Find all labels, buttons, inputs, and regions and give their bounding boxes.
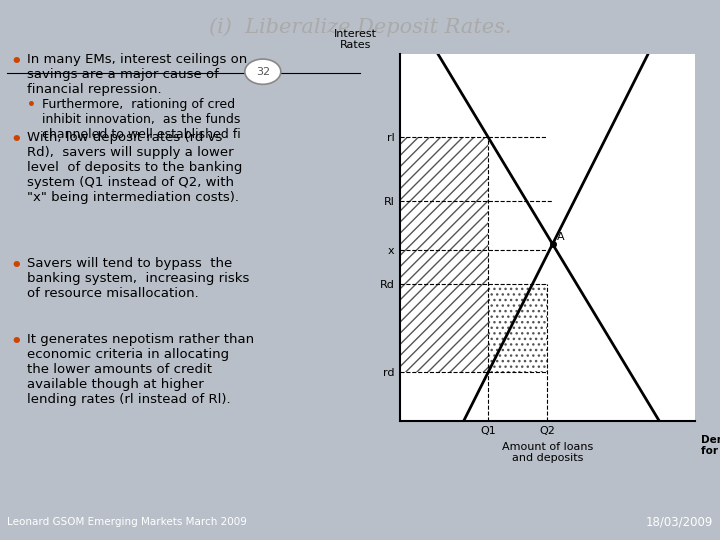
Text: 18/03/2009: 18/03/2009 [645, 516, 713, 529]
Text: (i)  Liberalize Deposit Rates.: (i) Liberalize Deposit Rates. [209, 18, 511, 37]
Text: •: • [11, 53, 22, 71]
Bar [488, 284, 547, 372]
Text: Furthermore,  rationing of cred
inhibit innovation,  as the funds
channeled to w: Furthermore, rationing of cred inhibit i… [42, 98, 240, 141]
Text: •: • [11, 258, 22, 275]
Text: 32: 32 [256, 67, 270, 77]
Text: Savers will tend to bypass  the
banking system,  increasing risks
of resource mi: Savers will tend to bypass the banking s… [27, 258, 250, 300]
X-axis label: Amount of loans
and deposits: Amount of loans and deposits [502, 442, 593, 463]
Text: Leonard GSOM Emerging Markets March 2009: Leonard GSOM Emerging Markets March 2009 [7, 517, 247, 528]
FancyBboxPatch shape [0, 242, 720, 505]
Text: With, low deposit rates (rd vs
Rd),  savers will supply a lower
level  of deposi: With, low deposit rates (rd vs Rd), save… [27, 131, 243, 204]
Circle shape [245, 59, 281, 84]
FancyBboxPatch shape [0, 30, 403, 242]
Text: •: • [11, 333, 22, 351]
Y-axis label: Interest
Rates: Interest Rates [334, 29, 377, 50]
Bar [400, 137, 488, 372]
Text: Demand
for Loans: Demand for Loans [701, 435, 720, 456]
Text: It generates nepotism rather than
economic criteria in allocating
the lower amou: It generates nepotism rather than econom… [27, 333, 254, 406]
Text: •: • [27, 98, 36, 112]
Text: In many EMs, interest ceilings on
savings are a major cause of
financial repress: In many EMs, interest ceilings on saving… [27, 53, 248, 96]
Text: •: • [11, 131, 22, 149]
Text: A: A [557, 232, 565, 241]
